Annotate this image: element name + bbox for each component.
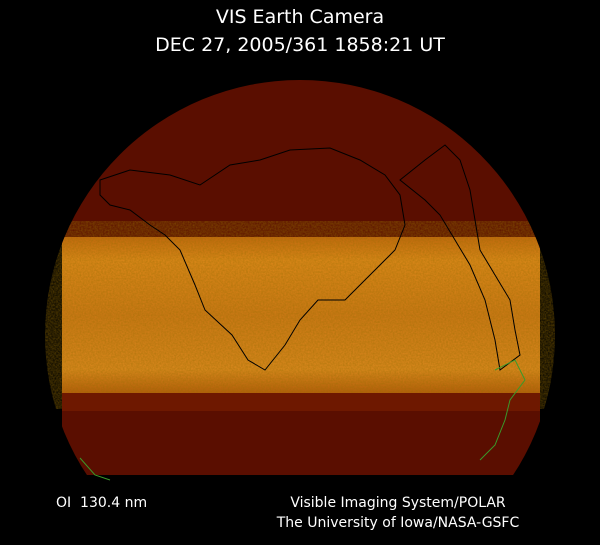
filter-label: OI 130.4 nm [56, 495, 147, 511]
coastline-island [479, 359, 526, 461]
coastline-southeast-asia [399, 144, 521, 371]
instrument-label: Visible Imaging System/POLAR [290, 495, 506, 511]
earth-disk [62, 80, 540, 481]
timestamp: DEC 27, 2005/361 1858:21 UT [155, 34, 445, 56]
coastline-south [79, 457, 111, 481]
title: VIS Earth Camera [216, 6, 384, 28]
institution-label: The University of Iowa/NASA-GSFC [276, 515, 520, 531]
band-edge [62, 393, 540, 411]
coastline-india [99, 147, 406, 371]
band-texture [62, 237, 540, 393]
